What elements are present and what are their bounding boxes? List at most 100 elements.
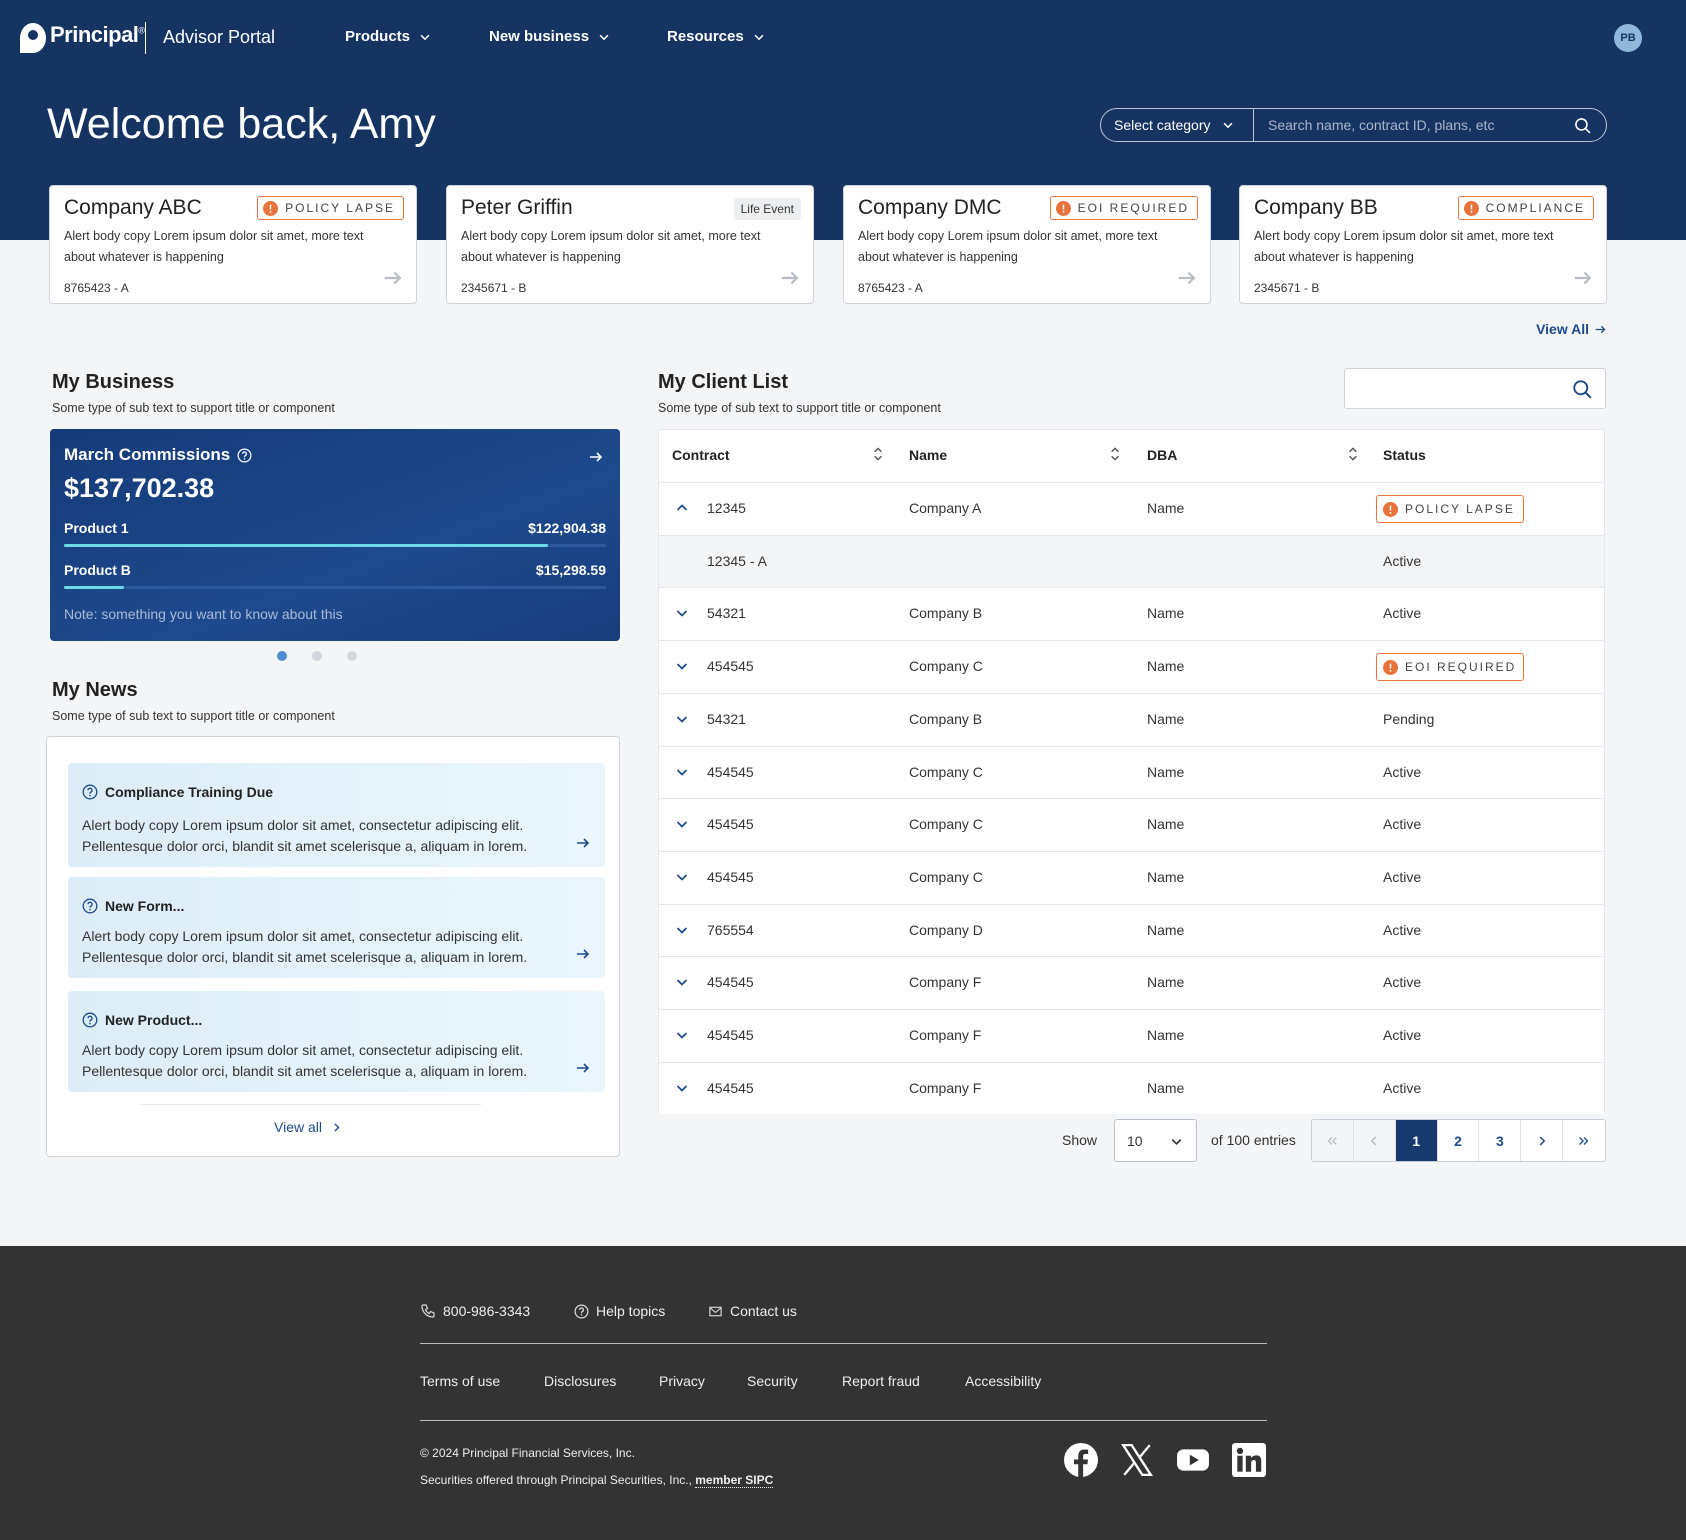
nav-menu-item[interactable]: Products bbox=[345, 28, 432, 45]
icon[interactable] bbox=[1106, 445, 1124, 463]
arrow-icon bbox=[1595, 325, 1606, 333]
alert-card[interactable]: Peter Griffin Life Event Alert body copy L… bbox=[446, 185, 814, 304]
table-row[interactable]: 54321 Company B Name Pending bbox=[659, 692, 1604, 746]
icon[interactable] bbox=[674, 764, 690, 780]
alert-card[interactable]: Company BB COMPLIANCE Alert body copy Lore… bbox=[1239, 185, 1607, 304]
footer-contact[interactable]: Help topics bbox=[574, 1303, 665, 1319]
cell-dba: Name bbox=[1147, 710, 1185, 727]
help-icon bbox=[82, 1012, 98, 1028]
icon[interactable] bbox=[674, 1080, 690, 1096]
alert-title: Company BB bbox=[1254, 196, 1378, 219]
footer-link[interactable]: Accessibility bbox=[965, 1373, 1042, 1389]
page-button[interactable] bbox=[1563, 1120, 1605, 1161]
client-search[interactable] bbox=[1344, 368, 1606, 409]
news-item[interactable]: New Product... Alert body copy Lorem ipsu… bbox=[68, 991, 605, 1092]
chevron-icon bbox=[1223, 122, 1232, 129]
table-row[interactable]: 12345 Company A Name POLICY LAPSE bbox=[659, 482, 1604, 535]
table-row[interactable]: 54321 Company B Name Active bbox=[659, 587, 1604, 641]
news-item[interactable]: New Form... Alert body copy Lorem ipsum d… bbox=[68, 877, 605, 978]
footer-contact[interactable]: Contact us bbox=[708, 1303, 797, 1319]
page-button[interactable]: 1 bbox=[1395, 1120, 1438, 1161]
column-header[interactable]: DBA bbox=[1147, 447, 1178, 463]
x-icon[interactable] bbox=[1120, 1443, 1154, 1477]
table-row[interactable]: 454545 Company F Name Active bbox=[659, 956, 1604, 1009]
icon[interactable] bbox=[674, 869, 690, 885]
alert-card[interactable]: Company DMC EOI REQUIRED Alert body copy L… bbox=[843, 185, 1211, 304]
footer-link[interactable]: Security bbox=[747, 1373, 798, 1389]
column-header[interactable]: Contract bbox=[672, 447, 730, 463]
nav-menu-item[interactable]: New business bbox=[489, 28, 611, 45]
news-item[interactable]: Compliance Training Due Alert body copy L… bbox=[68, 763, 605, 867]
table-row[interactable]: 765554 Company D Name Active bbox=[659, 903, 1604, 957]
icon[interactable] bbox=[1232, 1443, 1266, 1477]
icon[interactable] bbox=[674, 816, 690, 832]
icon bbox=[1383, 501, 1398, 517]
table-row[interactable]: 454545 Company F Name Active bbox=[659, 1061, 1604, 1115]
icon[interactable] bbox=[1344, 445, 1362, 463]
avatar[interactable]: PB bbox=[1614, 24, 1642, 52]
footer-link[interactable]: Privacy bbox=[659, 1373, 705, 1389]
alert-title: Company DMC bbox=[858, 196, 1002, 219]
icon bbox=[263, 200, 279, 216]
icon[interactable] bbox=[674, 974, 690, 990]
nav-menu-item[interactable]: Resources bbox=[667, 28, 766, 45]
footer-link[interactable]: Disclosures bbox=[544, 1373, 617, 1389]
icon[interactable] bbox=[1176, 1443, 1210, 1477]
alert-body: Alert body copy Lorem ipsum dolor sit am… bbox=[64, 229, 364, 264]
chevron-icon bbox=[676, 874, 688, 881]
icon[interactable] bbox=[674, 605, 690, 621]
column-header[interactable]: Name bbox=[909, 447, 948, 463]
page-button[interactable] bbox=[1312, 1120, 1354, 1161]
icon[interactable] bbox=[674, 658, 690, 674]
table-row[interactable]: 454545 Company C Name Active bbox=[659, 745, 1604, 799]
carousel-dot[interactable] bbox=[277, 651, 287, 661]
news-divider bbox=[141, 1104, 481, 1105]
icon[interactable] bbox=[869, 445, 887, 463]
page-size-select[interactable]: 10 bbox=[1114, 1119, 1197, 1162]
alert-card[interactable]: Company ABC POLICY LAPSE Alert body copy L… bbox=[49, 185, 417, 304]
table-row[interactable]: 454545 Company C Name Active bbox=[659, 850, 1604, 904]
sipc-link[interactable]: member SIPC bbox=[695, 1473, 774, 1488]
icon[interactable] bbox=[674, 922, 690, 938]
icon[interactable] bbox=[1120, 1443, 1154, 1477]
youtube-icon[interactable] bbox=[1176, 1443, 1210, 1477]
facebook-icon[interactable] bbox=[1064, 1443, 1098, 1477]
icon[interactable] bbox=[674, 1027, 690, 1043]
icon[interactable] bbox=[1064, 1443, 1098, 1477]
icon bbox=[1574, 117, 1591, 134]
cell-name: Company F bbox=[909, 974, 982, 991]
carousel-dot[interactable] bbox=[347, 651, 357, 661]
icon[interactable] bbox=[588, 449, 604, 465]
page-button[interactable]: 2 bbox=[1438, 1120, 1480, 1161]
table-row[interactable]: 454545 Company C Name EOI REQUIRED bbox=[659, 640, 1604, 693]
carousel-dot[interactable] bbox=[312, 651, 322, 661]
footer-link[interactable]: Terms of use bbox=[420, 1373, 501, 1389]
logo-mark: ® bbox=[138, 25, 145, 36]
chevron-icon bbox=[1171, 1139, 1182, 1145]
icon bbox=[574, 1304, 589, 1319]
linkedin-icon[interactable] bbox=[1232, 1443, 1266, 1477]
portal-name: Advisor Portal bbox=[163, 27, 276, 47]
icon[interactable] bbox=[674, 711, 690, 727]
footer-link[interactable]: Report fraud bbox=[842, 1373, 920, 1389]
chevron-icon bbox=[1539, 1136, 1545, 1145]
progress-bar bbox=[64, 586, 125, 589]
table-row[interactable]: 454545 Company C Name Active bbox=[659, 798, 1604, 851]
icon bbox=[1572, 267, 1594, 289]
alert-body: Alert body copy Lorem ipsum dolor sit am… bbox=[1254, 229, 1554, 264]
column-header[interactable]: Status bbox=[1383, 447, 1426, 463]
footer-contact[interactable]: 800-986-3343 bbox=[420, 1303, 530, 1319]
table-row[interactable]: 454545 Company F Name Active bbox=[659, 1009, 1604, 1062]
search-placeholder[interactable]: Search name, contract ID, plans, etc bbox=[1268, 117, 1495, 133]
pagination: 1 2 3 bbox=[1311, 1119, 1606, 1162]
icon[interactable] bbox=[674, 500, 690, 516]
page-button[interactable] bbox=[1521, 1120, 1564, 1161]
category-select[interactable]: Select category bbox=[1101, 109, 1254, 141]
view-all-link[interactable]: View All bbox=[1536, 321, 1607, 337]
page-button[interactable] bbox=[1353, 1120, 1396, 1161]
news-view-all[interactable]: View all bbox=[274, 1119, 343, 1135]
page-button[interactable]: 3 bbox=[1479, 1120, 1522, 1161]
table-row[interactable]: 12345 - A Active bbox=[659, 534, 1604, 588]
news-body: Alert body copy Lorem ipsum dolor sit am… bbox=[82, 928, 528, 965]
